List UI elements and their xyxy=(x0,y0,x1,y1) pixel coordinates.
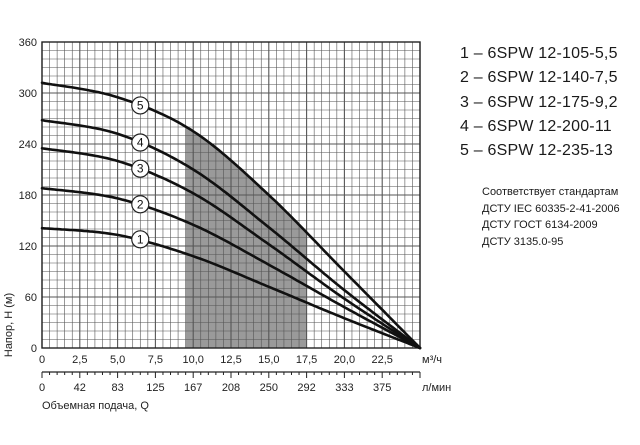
x-tick-label-lmin: 333 xyxy=(335,382,353,394)
curve-label-2: 2 xyxy=(137,197,144,211)
x-tick-label-lmin: 0 xyxy=(39,382,45,394)
chart-legend: 1 – 6SPW 12-105-5,5 2 – 6SPW 12-140-7,5 … xyxy=(460,42,618,163)
y-tick-label: 120 xyxy=(19,241,37,253)
legend-item-4: 4 – 6SPW 12-200-11 xyxy=(460,117,612,135)
standards-title: Соответствует стандартам xyxy=(482,186,619,198)
standard-line: ДСТУ 3135.0-95 xyxy=(482,235,564,248)
curve-label-4: 4 xyxy=(137,136,144,150)
x-tick-label-lmin: 83 xyxy=(111,382,123,394)
x-tick-label-lmin: 375 xyxy=(373,382,391,394)
y-tick-label: 180 xyxy=(19,190,37,202)
standard-line: ДСТУ IEC 60335-2-41-2006 xyxy=(482,202,620,215)
x-tick-label-m3h: 20,0 xyxy=(334,354,355,366)
x-axis-title: Объемная подача, Q xyxy=(42,400,149,412)
standard-line: ДСТУ ГОСТ 6134-2009 xyxy=(482,219,598,231)
curve-4 xyxy=(40,118,422,350)
x-tick-label-lmin: 42 xyxy=(74,382,86,394)
legend-item-2: 2 – 6SPW 12-140-7,5 xyxy=(460,69,618,87)
y-tick-label: 0 xyxy=(31,343,37,355)
curve-label-3: 3 xyxy=(137,162,144,176)
x-tick-label-m3h: 0 xyxy=(39,354,45,366)
curve-label-circle-4 xyxy=(131,133,150,152)
x-tick-label-lmin: 208 xyxy=(222,382,240,394)
curve-label-circle-3 xyxy=(131,159,150,178)
curve-label-5: 5 xyxy=(137,98,144,112)
y-tick-label: 360 xyxy=(19,37,37,49)
legend-item-3: 3 – 6SPW 12-175-9,2 xyxy=(460,93,618,111)
x-tick-label-m3h: 22,5 xyxy=(371,354,392,366)
x-tick-label-m3h: 7,5 xyxy=(148,354,163,366)
plot-frame xyxy=(41,41,421,349)
x-unit-lmin: л/мин xyxy=(422,382,451,394)
legend-item-5: 5 – 6SPW 12-235-13 xyxy=(460,142,614,160)
x-tick-label-lmin: 292 xyxy=(297,382,315,394)
x-tick-label-m3h: 10,0 xyxy=(182,354,203,366)
curve-5 xyxy=(40,81,422,350)
x-tick-label-m3h: 12,5 xyxy=(220,354,241,366)
x-tick-label-lmin: 250 xyxy=(260,382,278,394)
curve-label-circle-2 xyxy=(131,195,150,214)
x-tick-label-lmin: 167 xyxy=(184,382,202,394)
curve-3 xyxy=(40,147,422,350)
x-tick-label-m3h: 17,5 xyxy=(296,354,317,366)
x-tick-label-m3h: 15,0 xyxy=(258,354,279,366)
y-tick-label: 240 xyxy=(19,139,37,151)
standards-block: Соответствует стандартам ДСТУ IEC 60335-… xyxy=(482,184,620,250)
x-tick-label-m3h: 5,0 xyxy=(110,354,125,366)
curve-label-1: 1 xyxy=(137,232,144,246)
curve-1 xyxy=(40,226,422,350)
curve-2 xyxy=(40,186,422,350)
y-tick-label: 300 xyxy=(19,88,37,100)
y-tick-label: 60 xyxy=(25,292,37,304)
x-tick-label-m3h: 2,5 xyxy=(72,354,87,366)
y-axis-title: Напор, Н (м) xyxy=(3,293,15,357)
legend-item-1: 1 – 6SPW 12-105-5,5 xyxy=(460,45,618,62)
curve-label-circle-1 xyxy=(131,230,150,249)
curve-label-circle-5 xyxy=(131,96,150,115)
x-tick-label-lmin: 125 xyxy=(146,382,164,394)
x-unit-m3h: м³/ч xyxy=(422,354,442,366)
